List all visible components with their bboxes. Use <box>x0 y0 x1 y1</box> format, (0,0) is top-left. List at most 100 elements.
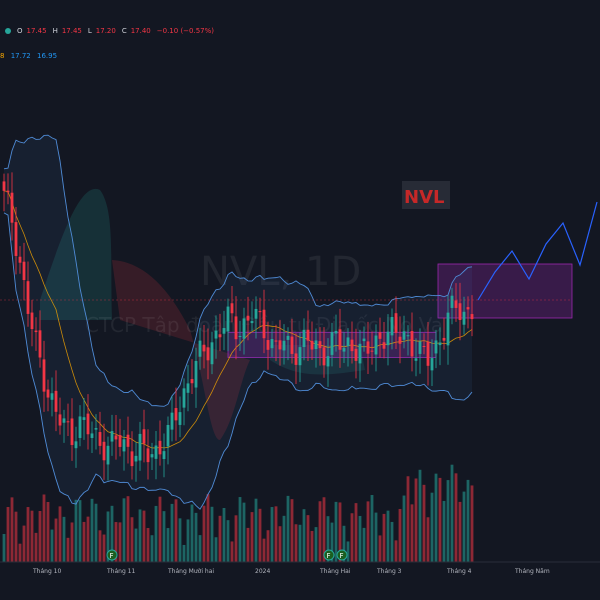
candle <box>210 331 214 375</box>
candle <box>134 441 138 482</box>
volume-bar <box>318 501 322 562</box>
candle-body <box>154 445 158 459</box>
volume-bar <box>178 518 182 562</box>
candle-body <box>298 347 302 366</box>
candle-body <box>198 340 202 357</box>
volume-bar <box>90 498 94 562</box>
volume-bar <box>202 505 206 562</box>
candle-body <box>226 306 230 332</box>
volume-bar <box>186 519 190 562</box>
band-lower <box>3 212 473 510</box>
event-marker-2-label: F <box>327 552 331 560</box>
candle <box>110 414 114 456</box>
candle <box>10 172 14 241</box>
candle-body <box>378 332 382 339</box>
candle <box>114 414 118 460</box>
candle <box>42 340 46 412</box>
event-markers[interactable]: F F F <box>106 549 348 561</box>
candle <box>270 329 274 357</box>
candle-body <box>362 338 366 342</box>
volume-bar <box>442 500 446 562</box>
candle <box>38 310 42 368</box>
candle-body <box>290 336 294 354</box>
indicator-value-2: 17.72 <box>10 52 31 60</box>
candle-body <box>194 360 198 388</box>
annotation-box[interactable] <box>402 181 450 209</box>
candle <box>410 312 414 372</box>
candle <box>314 328 318 368</box>
candle-body <box>50 393 54 400</box>
candle-body <box>106 445 110 465</box>
volume-bar <box>430 492 434 562</box>
candle <box>334 314 338 352</box>
candle-body <box>202 344 206 352</box>
candle <box>286 327 290 361</box>
candle <box>14 206 18 275</box>
candle-body <box>146 448 150 463</box>
event-marker-2[interactable] <box>323 549 335 561</box>
volume-bar <box>10 497 14 562</box>
candle-body <box>66 421 70 423</box>
volume-bar <box>194 512 198 562</box>
candle-body <box>338 329 342 350</box>
candle-body <box>2 181 6 191</box>
volume-bar <box>142 510 146 562</box>
candle <box>386 314 390 366</box>
candle <box>246 296 250 341</box>
candle-body <box>138 433 142 461</box>
volume-bar <box>410 504 414 562</box>
volume-bar <box>326 516 330 562</box>
volume-bar <box>94 503 98 562</box>
indicator-value-3: 16.95 <box>36 52 58 60</box>
candle-body <box>82 417 86 420</box>
ohlc-header: O 17.45 H 17.45 L 17.20 C 17.40 −0.10 (−0.57… <box>0 22 216 40</box>
candle-body <box>470 314 474 320</box>
candle-body <box>330 332 334 355</box>
candle <box>302 318 306 361</box>
candle-body <box>18 256 22 263</box>
volume-bar <box>290 499 294 562</box>
candle <box>218 313 222 352</box>
candle <box>458 282 462 341</box>
candle <box>138 421 142 471</box>
candle-body <box>94 428 98 430</box>
candle <box>374 324 378 372</box>
volume-bars <box>2 464 474 562</box>
candle <box>170 395 174 442</box>
candle <box>230 286 234 323</box>
candle <box>214 315 218 359</box>
change-value: −0.10 (−0.57%) <box>156 27 215 35</box>
volume-bar <box>466 479 470 562</box>
candle <box>94 414 98 450</box>
low-label: L <box>87 27 92 35</box>
candle <box>426 322 430 386</box>
candle <box>446 295 450 365</box>
volume-bar <box>6 507 10 562</box>
candle <box>78 405 82 447</box>
candle-body <box>366 341 370 354</box>
candle <box>130 431 134 480</box>
volume-bar <box>206 494 210 562</box>
candle <box>34 317 38 351</box>
candle-body <box>354 348 358 361</box>
candle-body <box>86 413 90 435</box>
candle <box>370 331 374 365</box>
candle-body <box>250 321 254 324</box>
candle <box>54 370 58 432</box>
candle-body <box>434 340 438 354</box>
event-marker-3[interactable] <box>336 549 348 561</box>
volume-bar <box>50 529 54 562</box>
candle-body <box>458 303 462 320</box>
volume-bar <box>214 537 218 562</box>
candle-body <box>214 330 218 339</box>
volume-bar <box>270 507 274 562</box>
event-marker-1[interactable] <box>106 549 118 561</box>
candle-body <box>418 341 422 354</box>
candle-body <box>334 330 338 334</box>
candle-body <box>162 451 166 460</box>
time-axis: Tháng 10 Tháng 11 Tháng Mười hai 2024 Th… <box>0 561 600 575</box>
volume-bar <box>226 520 230 562</box>
annotation-text: NVL <box>404 187 444 208</box>
volume-bar <box>250 512 254 562</box>
